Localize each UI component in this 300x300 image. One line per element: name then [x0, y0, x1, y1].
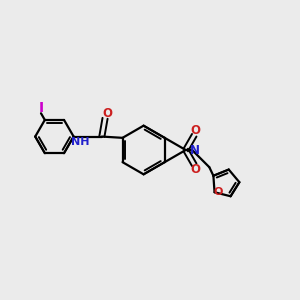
Text: I: I	[38, 100, 43, 115]
Text: O: O	[190, 124, 200, 137]
Text: O: O	[214, 187, 223, 197]
Text: NH: NH	[71, 137, 89, 147]
Text: N: N	[190, 143, 200, 157]
Text: O: O	[190, 163, 200, 176]
Text: O: O	[102, 107, 112, 120]
